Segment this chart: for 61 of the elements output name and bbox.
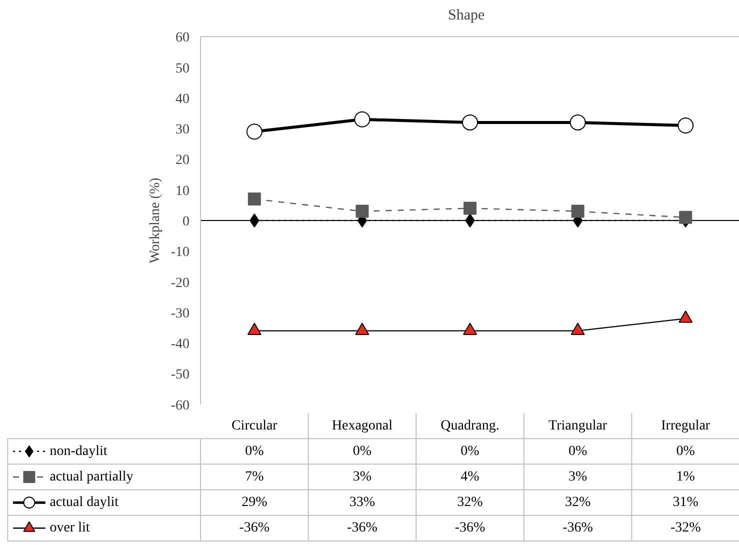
data-label: 33% bbox=[349, 495, 376, 510]
point bbox=[465, 214, 475, 228]
data-label: -32% bbox=[670, 520, 702, 536]
data-label: 0% bbox=[352, 444, 372, 459]
data-label: 0% bbox=[245, 444, 264, 459]
y-tick-label: 40 bbox=[176, 92, 190, 107]
point bbox=[356, 204, 369, 218]
data-label: -36% bbox=[347, 520, 378, 536]
data-label: 32% bbox=[457, 495, 484, 510]
point bbox=[462, 114, 478, 130]
point bbox=[679, 210, 692, 224]
x-tick-label: Triangular bbox=[548, 418, 608, 434]
point bbox=[678, 118, 694, 134]
legend-label: actual partially bbox=[50, 469, 134, 484]
point bbox=[464, 202, 476, 215]
legend-label: non-daylit bbox=[50, 444, 108, 459]
point bbox=[247, 322, 262, 336]
y-tick-label: -40 bbox=[170, 337, 190, 352]
data-label: 0% bbox=[460, 444, 480, 459]
x-tick-label: Circular bbox=[231, 418, 278, 434]
point bbox=[463, 322, 477, 336]
data-label: 1% bbox=[676, 469, 696, 484]
data-label: 4% bbox=[460, 469, 480, 484]
point bbox=[678, 310, 693, 323]
y-tick-label: -60 bbox=[170, 398, 190, 414]
y-tick-label: 10 bbox=[176, 184, 190, 199]
data-label: 29% bbox=[242, 495, 268, 510]
data-label: 7% bbox=[245, 469, 264, 484]
y-tick-label: 30 bbox=[176, 122, 190, 138]
point bbox=[246, 124, 262, 140]
legend-label: over lit bbox=[50, 520, 90, 536]
point bbox=[248, 192, 261, 206]
data-label: -36% bbox=[239, 520, 270, 536]
point bbox=[570, 322, 585, 336]
y-tick-label: 0 bbox=[182, 214, 190, 230]
point bbox=[571, 204, 584, 218]
legend-label: actual daylit bbox=[50, 495, 119, 510]
y-tick-label: -10 bbox=[170, 245, 190, 260]
y-axis-title: Workplane (%) bbox=[148, 177, 163, 264]
point bbox=[570, 114, 586, 130]
point bbox=[250, 214, 260, 228]
data-label: 0% bbox=[676, 444, 696, 459]
x-tick-label: Hexagonal bbox=[332, 418, 393, 434]
data-label: 32% bbox=[564, 495, 591, 510]
y-tick-label: 50 bbox=[176, 61, 190, 76]
x-tick-label: Quadrang. bbox=[440, 418, 500, 434]
y-tick-label: 60 bbox=[176, 30, 190, 46]
data-label: -36% bbox=[454, 520, 486, 536]
point bbox=[354, 111, 370, 128]
data-label: 3% bbox=[568, 469, 588, 484]
y-tick-label: -50 bbox=[170, 368, 190, 383]
data-label: -36% bbox=[562, 520, 594, 536]
data-label: 3% bbox=[352, 469, 372, 484]
y-tick-label: 20 bbox=[176, 153, 190, 168]
data-label: 0% bbox=[568, 444, 588, 459]
point bbox=[355, 322, 370, 336]
chart-title: Shape bbox=[448, 8, 485, 24]
x-tick-label: Irregular bbox=[661, 418, 710, 434]
y-tick-label: -30 bbox=[170, 306, 190, 322]
y-tick-label: -20 bbox=[170, 276, 190, 291]
data-label: 31% bbox=[672, 495, 699, 510]
